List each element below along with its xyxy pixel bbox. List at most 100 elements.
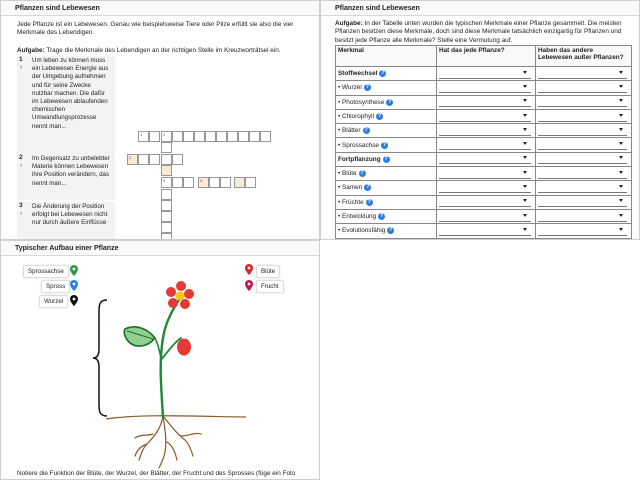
other-organisms-select[interactable] xyxy=(538,126,627,136)
info-icon[interactable]: ? xyxy=(363,84,371,92)
crossword-cell[interactable] xyxy=(205,131,216,142)
chevron-right-icon[interactable]: › xyxy=(20,64,23,71)
crossword-cell[interactable] xyxy=(161,142,172,153)
bullet-icon: • xyxy=(338,84,343,92)
crossword-cell[interactable] xyxy=(183,177,194,188)
other-organisms-select[interactable] xyxy=(538,169,627,179)
crossword-cell[interactable] xyxy=(216,131,227,142)
chevron-down-icon xyxy=(619,70,623,74)
other-organisms-select[interactable] xyxy=(538,226,627,236)
has-every-plant-select[interactable] xyxy=(439,112,531,122)
crossword-cell[interactable]: 2 xyxy=(127,154,138,165)
other-organisms-select[interactable] xyxy=(538,197,627,208)
map-pin-icon[interactable] xyxy=(70,280,78,291)
crossword-cell[interactable]: 1 xyxy=(138,131,149,142)
table-row: • Samen? xyxy=(335,180,632,196)
crossword-cell[interactable] xyxy=(149,131,160,142)
info-icon[interactable]: ? xyxy=(379,70,387,78)
map-pin-icon[interactable] xyxy=(70,265,78,276)
has-every-plant-select[interactable] xyxy=(439,154,531,165)
crossword-cell[interactable]: 2 xyxy=(161,131,172,142)
row-label: Wurzel xyxy=(342,84,362,92)
map-pin-icon[interactable] xyxy=(245,264,253,275)
info-icon[interactable]: ? xyxy=(380,141,388,149)
crossword-cell[interactable] xyxy=(161,189,172,200)
row-label-cell: • Wurzel? xyxy=(335,80,437,96)
row-label: Samen xyxy=(342,184,363,192)
chevron-right-icon[interactable]: › xyxy=(20,162,23,169)
crossword-cell[interactable] xyxy=(161,200,172,211)
plant-structure-panel: Typischer Aufbau einer Pflanze Sprossach… xyxy=(0,240,320,480)
crossword-cell[interactable]: 4 xyxy=(198,177,209,188)
row-label-cell: • Blätter? xyxy=(335,123,437,139)
crossword-cell[interactable] xyxy=(172,131,183,142)
table-row: • Früchte? xyxy=(335,194,632,210)
other-organisms-select[interactable] xyxy=(538,154,627,165)
info-icon[interactable]: ? xyxy=(387,227,395,235)
has-every-plant-select[interactable] xyxy=(439,97,531,108)
chevron-right-icon[interactable]: › xyxy=(20,210,23,217)
chevron-down-icon xyxy=(523,99,527,103)
crossword-cell[interactable] xyxy=(161,154,172,165)
label-frucht[interactable]: Frucht xyxy=(256,280,284,293)
has-every-plant-select[interactable] xyxy=(439,183,531,194)
crossword-cell[interactable] xyxy=(161,165,172,176)
clue-2[interactable]: 2 › Im Gegensatz zu unbelebter Materie k… xyxy=(17,154,115,200)
crossword-cell[interactable] xyxy=(161,211,172,222)
select-cell xyxy=(535,65,632,82)
has-every-plant-select[interactable] xyxy=(439,212,531,222)
other-organisms-select[interactable] xyxy=(538,112,627,122)
info-icon[interactable]: ? xyxy=(378,213,386,221)
crossword-cell[interactable] xyxy=(161,233,172,239)
crossword-cell[interactable] xyxy=(194,131,205,142)
other-organisms-select[interactable] xyxy=(538,183,627,194)
table-row: • Evolutionsfähig? xyxy=(335,223,632,239)
info-icon[interactable]: ? xyxy=(365,198,373,206)
info-icon[interactable]: ? xyxy=(386,98,394,106)
crossword-cell[interactable] xyxy=(227,131,238,142)
crossword-cell[interactable] xyxy=(209,177,220,188)
has-every-plant-select[interactable] xyxy=(439,126,531,136)
has-every-plant-select[interactable] xyxy=(439,197,531,208)
info-icon[interactable]: ? xyxy=(362,127,370,135)
other-organisms-select[interactable] xyxy=(538,69,627,79)
crossword-cell[interactable] xyxy=(172,154,183,165)
crossword-cell[interactable] xyxy=(245,177,256,188)
crossword-cell[interactable]: 3 xyxy=(161,177,172,188)
label-sprossachse[interactable]: Sprossachse xyxy=(23,265,69,278)
other-organisms-select[interactable] xyxy=(538,83,627,93)
other-organisms-select[interactable] xyxy=(538,97,627,108)
other-organisms-select[interactable] xyxy=(538,212,627,222)
label-spross[interactable]: Spross xyxy=(41,280,71,293)
bullet-icon: • xyxy=(338,113,343,121)
clue-3[interactable]: 3 › Die Änderung der Position erfolgt be… xyxy=(17,202,115,239)
has-every-plant-select[interactable] xyxy=(439,69,531,79)
map-pin-icon[interactable] xyxy=(70,295,78,306)
crossword-cell[interactable] xyxy=(149,154,160,165)
column-header: Haben das andere Lebewesen außer Pflanze… xyxy=(535,45,632,67)
info-icon[interactable]: ? xyxy=(376,112,383,120)
crossword-cell[interactable] xyxy=(220,177,231,188)
has-every-plant-select[interactable] xyxy=(439,226,531,236)
select-cell xyxy=(535,208,632,225)
crossword-cell[interactable] xyxy=(249,131,260,142)
has-every-plant-select[interactable] xyxy=(439,169,531,179)
clue-1[interactable]: 1 › Um leben zu können muss ein Lebewese… xyxy=(17,56,115,154)
crossword-cell[interactable] xyxy=(172,177,183,188)
info-icon[interactable]: ? xyxy=(364,184,372,192)
crossword-cell[interactable] xyxy=(238,131,249,142)
other-organisms-select[interactable] xyxy=(538,140,627,151)
crossword-cell[interactable] xyxy=(183,131,194,142)
crossword-cell[interactable] xyxy=(138,154,149,165)
crossword-cell[interactable] xyxy=(161,222,172,233)
map-pin-icon[interactable] xyxy=(245,280,253,291)
crossword-cell[interactable] xyxy=(260,131,271,142)
info-icon[interactable]: ? xyxy=(358,170,366,178)
has-every-plant-select[interactable] xyxy=(439,140,531,151)
info-icon[interactable]: ? xyxy=(382,155,390,163)
label-bluete[interactable]: Blüte xyxy=(256,265,281,278)
has-every-plant-select[interactable] xyxy=(439,83,531,93)
crossword-cell[interactable] xyxy=(234,177,245,188)
task-label: Aufgabe: xyxy=(335,20,363,27)
label-wurzel[interactable]: Wurzel xyxy=(39,295,69,308)
